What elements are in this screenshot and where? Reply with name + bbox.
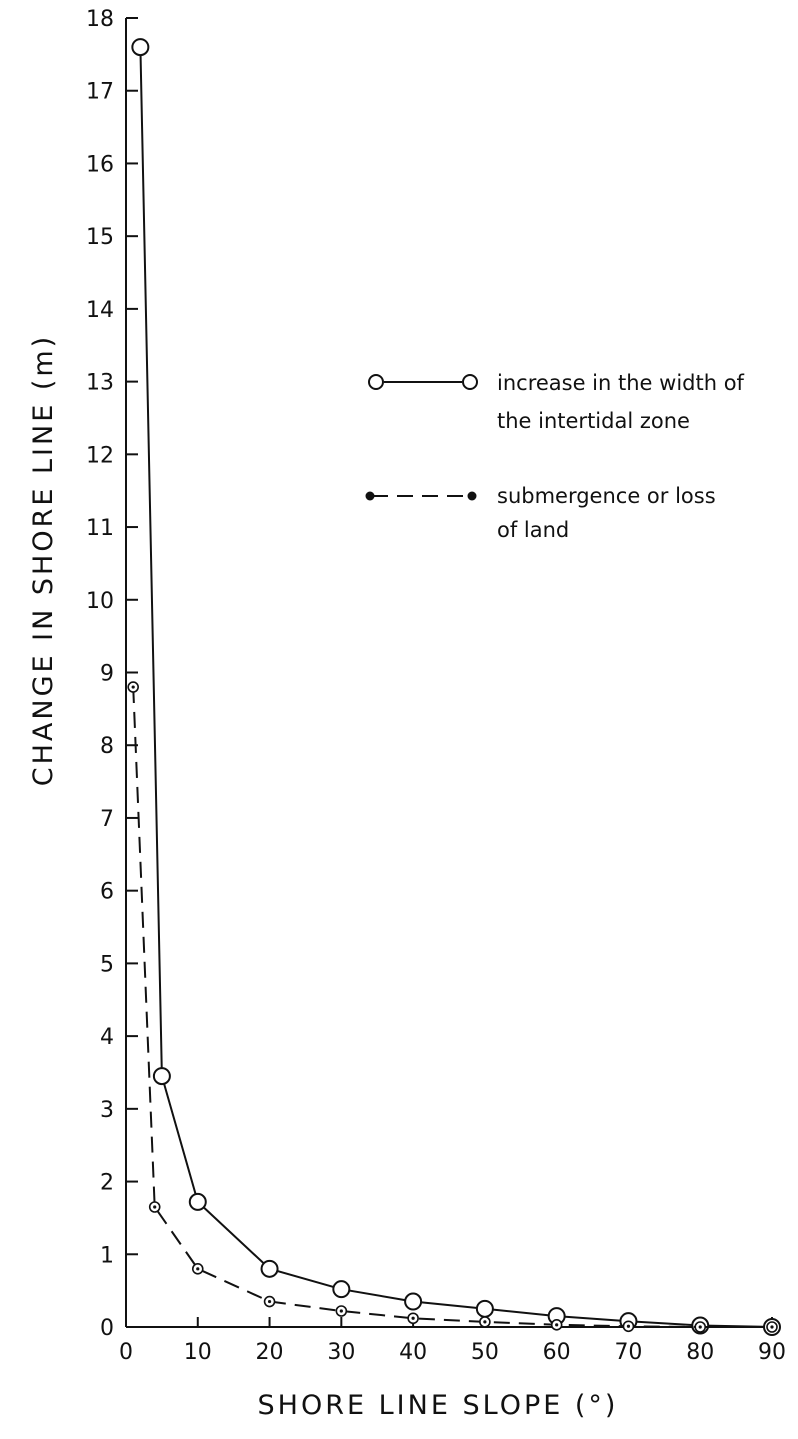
- data-point: [152, 1067, 171, 1086]
- y-tick-label: 13: [86, 371, 114, 396]
- y-axis-title: CHANGE IN SHORE LINE (m): [28, 334, 59, 786]
- x-tick-label: 90: [758, 1340, 786, 1365]
- x-tick-label: 40: [399, 1340, 427, 1365]
- y-tick-label: 15: [86, 225, 114, 250]
- y-tick-label: 2: [100, 1171, 114, 1196]
- x-tick-label: 30: [327, 1340, 355, 1365]
- y-tick-label: 17: [86, 80, 114, 105]
- legend-dashed-marker-right: [467, 491, 477, 501]
- legend-dashed-label-line1: submergence or loss: [497, 484, 716, 508]
- data-point: [335, 1305, 348, 1317]
- x-tick-label: 50: [471, 1340, 499, 1365]
- data-point: [263, 1295, 276, 1308]
- y-tick-label: 11: [86, 516, 114, 541]
- legend-solid-label-line2: the intertidal zone: [497, 409, 690, 433]
- y-tick-label: 9: [100, 662, 114, 687]
- y-tick-label: 6: [100, 880, 114, 905]
- data-point: [188, 1192, 207, 1211]
- x-tick-label: 10: [184, 1340, 212, 1365]
- y-tick-label: 10: [86, 589, 114, 614]
- series-line: [132, 686, 772, 1328]
- data-point: [622, 1320, 635, 1333]
- y-tick-label: 0: [100, 1316, 114, 1341]
- axes: [125, 18, 772, 1328]
- data-point: [550, 1319, 563, 1331]
- y-tick-label: 7: [100, 807, 114, 832]
- series-dashed: [127, 681, 778, 1333]
- data-point: [260, 1259, 279, 1278]
- data-point: [475, 1299, 494, 1318]
- y-tick-label: 3: [100, 1098, 114, 1123]
- data-point: [694, 1321, 707, 1333]
- y-tick-label: 14: [86, 298, 114, 323]
- x-axis-title: SHORE LINE SLOPE (°): [258, 1390, 619, 1421]
- data-point: [148, 1201, 161, 1213]
- x-tick-label: 80: [686, 1340, 714, 1365]
- y-tick-label: 18: [86, 7, 114, 32]
- series-line: [139, 47, 773, 1328]
- legend-solid-marker-left: [368, 374, 384, 390]
- x-tick-label: 70: [614, 1340, 642, 1365]
- legend-dashed-marker-left: [365, 491, 375, 501]
- x-tick-label: 0: [119, 1340, 133, 1365]
- legend-solid-marker-right: [462, 374, 478, 390]
- series-solid: [131, 38, 781, 1336]
- x-tick-label: 60: [543, 1340, 571, 1365]
- y-tick-label: 1: [100, 1243, 114, 1268]
- legend-solid-label-line1: increase in the width of: [497, 371, 745, 395]
- legend: increase in the width of the intertidal …: [365, 371, 745, 542]
- series: [127, 38, 781, 1336]
- y-tick-label: 8: [100, 734, 114, 759]
- data-point: [127, 681, 139, 693]
- y-tick-label: 12: [86, 443, 114, 468]
- x-tick-label: 20: [256, 1340, 284, 1365]
- data-point: [332, 1280, 351, 1299]
- y-tick-label: 4: [100, 1025, 114, 1050]
- data-point: [191, 1263, 204, 1275]
- data-point: [404, 1292, 423, 1311]
- data-point: [766, 1321, 778, 1333]
- data-point: [407, 1312, 419, 1325]
- y-tick-label: 16: [86, 152, 114, 177]
- legend-dashed-label-line2: of land: [497, 518, 569, 542]
- data-point: [131, 38, 150, 57]
- data-point: [479, 1316, 491, 1328]
- y-tick-label: 5: [100, 952, 114, 977]
